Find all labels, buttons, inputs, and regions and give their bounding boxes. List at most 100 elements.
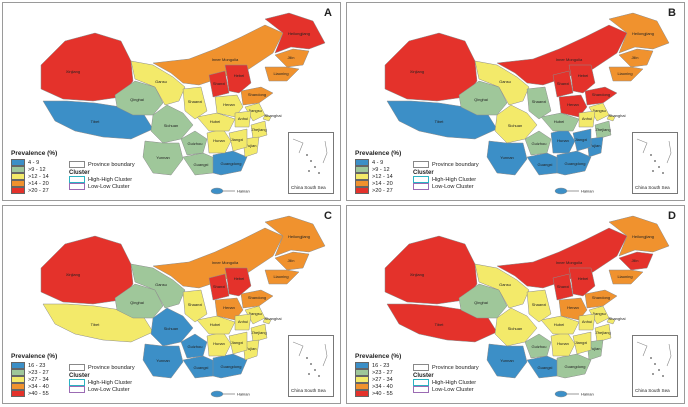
province-label-qinghai: Qinghai: [130, 300, 144, 305]
province-label-fujian: Fujian: [246, 346, 257, 351]
province-label-tibet: Tibet: [435, 119, 445, 124]
legend-label: 4 - 9: [372, 159, 384, 166]
province-xinjiang: [40, 235, 134, 305]
province-label-zhejiang: Zhejiang: [251, 127, 266, 132]
legend-label: >34 - 40: [372, 383, 393, 390]
province-shandong: [584, 289, 618, 309]
province-yunnan: [486, 140, 528, 176]
province-label-shandong: Shandong: [592, 295, 610, 300]
panel-letter: D: [668, 210, 676, 222]
low-low-swatch: [413, 183, 429, 190]
province-label-heilongjiang: Heilongjiang: [288, 31, 310, 36]
cluster-title: Cluster: [413, 373, 434, 379]
province-label-jiangsu: Jiangsu: [248, 108, 262, 113]
province-label-fujian: Fujian: [246, 143, 257, 148]
cluster-title: Cluster: [413, 170, 434, 176]
province-label-sichuan: Sichuan: [164, 123, 178, 128]
province-label-liaoning: Liaoning: [617, 71, 632, 76]
province-guizhou: [524, 130, 552, 156]
province-hebei: [568, 64, 596, 94]
province-zhejiang: [250, 323, 268, 343]
province-label-qinghai: Qinghai: [474, 300, 488, 305]
legend-swatch: [355, 159, 369, 166]
province-label-xinjiang: Xinjiang: [66, 69, 80, 74]
province-label-henan: Henan: [223, 305, 235, 310]
legend-entry: >40 - 55: [11, 390, 57, 397]
province-henan: [214, 94, 244, 118]
legend-label: 16 - 23: [372, 362, 390, 369]
low-low-label: Low-Low Cluster: [432, 183, 474, 190]
legend-swatch: [355, 362, 369, 369]
province-label-henan: Henan: [223, 102, 235, 107]
province-shanxi: [208, 70, 230, 98]
south-sea-label: China South Sea: [291, 388, 326, 393]
province-label-xinjiang: Xinjiang: [410, 69, 424, 74]
province-label-jiangsu: Jiangsu: [592, 108, 606, 113]
province-label-hunan: Hunan: [213, 138, 225, 143]
province-qinghai: [458, 283, 508, 319]
province-label-hubei: Hubei: [210, 322, 221, 327]
high-high-swatch: [69, 176, 85, 183]
legend-label: >12 - 14: [372, 173, 393, 180]
province-label-yunnan: Yunnan: [500, 358, 514, 363]
province-hainan: [554, 187, 568, 195]
province-label-hebei: Hebei: [234, 73, 245, 78]
province-jilin: [274, 48, 310, 68]
province-hubei: [540, 112, 580, 132]
province-label-innermongolia: Inner Mongolia: [556, 260, 583, 265]
legend-label: >23 - 27: [28, 369, 49, 376]
province-label-shaanxi: Shaanxi: [532, 302, 547, 307]
province-innermongolia: [496, 24, 628, 86]
province-label-zhejiang: Zhejiang: [595, 127, 610, 132]
province-label-shaanxi: Shaanxi: [188, 99, 203, 104]
province-hubei: [196, 112, 236, 132]
province-liaoning: [608, 66, 644, 82]
hainan-label: Hainan: [237, 189, 250, 194]
province-zhejiang: [250, 120, 268, 140]
province-boundary-swatch: [413, 364, 429, 371]
high-high-swatch: [413, 379, 429, 386]
province-label-innermongolia: Inner Mongolia: [556, 57, 583, 62]
legend-label: >23 - 27: [372, 369, 393, 376]
province-label-hubei: Hubei: [554, 322, 565, 327]
province-heilongjiang: [608, 12, 670, 54]
legend-swatch: [11, 187, 25, 194]
province-xinjiang: [384, 32, 478, 102]
province-label-qinghai: Qinghai: [130, 97, 144, 102]
legend-entry: >23 - 27: [11, 369, 57, 376]
province-sichuan: [150, 307, 194, 347]
legend-entry: >14 - 20: [355, 180, 401, 187]
province-label-heilongjiang: Heilongjiang: [288, 234, 310, 239]
province-label-gansu: Gansu: [499, 282, 511, 287]
province-label-gansu: Gansu: [155, 282, 167, 287]
province-zhejiang: [594, 323, 612, 343]
legend-swatch: [11, 376, 25, 383]
province-label-guangdong: Guangdong: [221, 161, 242, 166]
province-label-hunan: Hunan: [557, 341, 569, 346]
panel-letter: C: [324, 210, 332, 222]
province-label-tibet: Tibet: [435, 322, 445, 327]
province-label-shanxi: Shanxi: [213, 81, 225, 86]
province-label-sichuan: Sichuan: [164, 326, 178, 331]
province-guizhou: [524, 333, 552, 359]
province-label-hebei: Hebei: [578, 73, 589, 78]
legend-swatch: [355, 166, 369, 173]
low-low-swatch: [69, 183, 85, 190]
legend-swatch: [11, 390, 25, 397]
province-boundary-swatch: [69, 161, 85, 168]
province-shanghai: [262, 317, 272, 325]
province-label-henan: Henan: [567, 102, 579, 107]
province-innermongolia: [152, 227, 284, 289]
legend-swatch: [355, 383, 369, 390]
high-high-swatch: [69, 379, 85, 386]
high-high-label: High-High Cluster: [88, 176, 133, 183]
province-label-gansu: Gansu: [155, 79, 167, 84]
panel-letter: B: [668, 7, 676, 19]
map-panel-b: Xinjiang Tibet Qinghai Gansu Inner Mongolia H…: [346, 2, 685, 201]
legend-label: >12 - 14: [28, 173, 49, 180]
province-heilongjiang: [264, 215, 326, 257]
legend-label: >40 - 55: [372, 390, 393, 397]
south-sea-label: China South Sea: [635, 185, 670, 190]
province-xinjiang: [40, 32, 134, 102]
province-label-shaanxi: Shaanxi: [188, 302, 203, 307]
